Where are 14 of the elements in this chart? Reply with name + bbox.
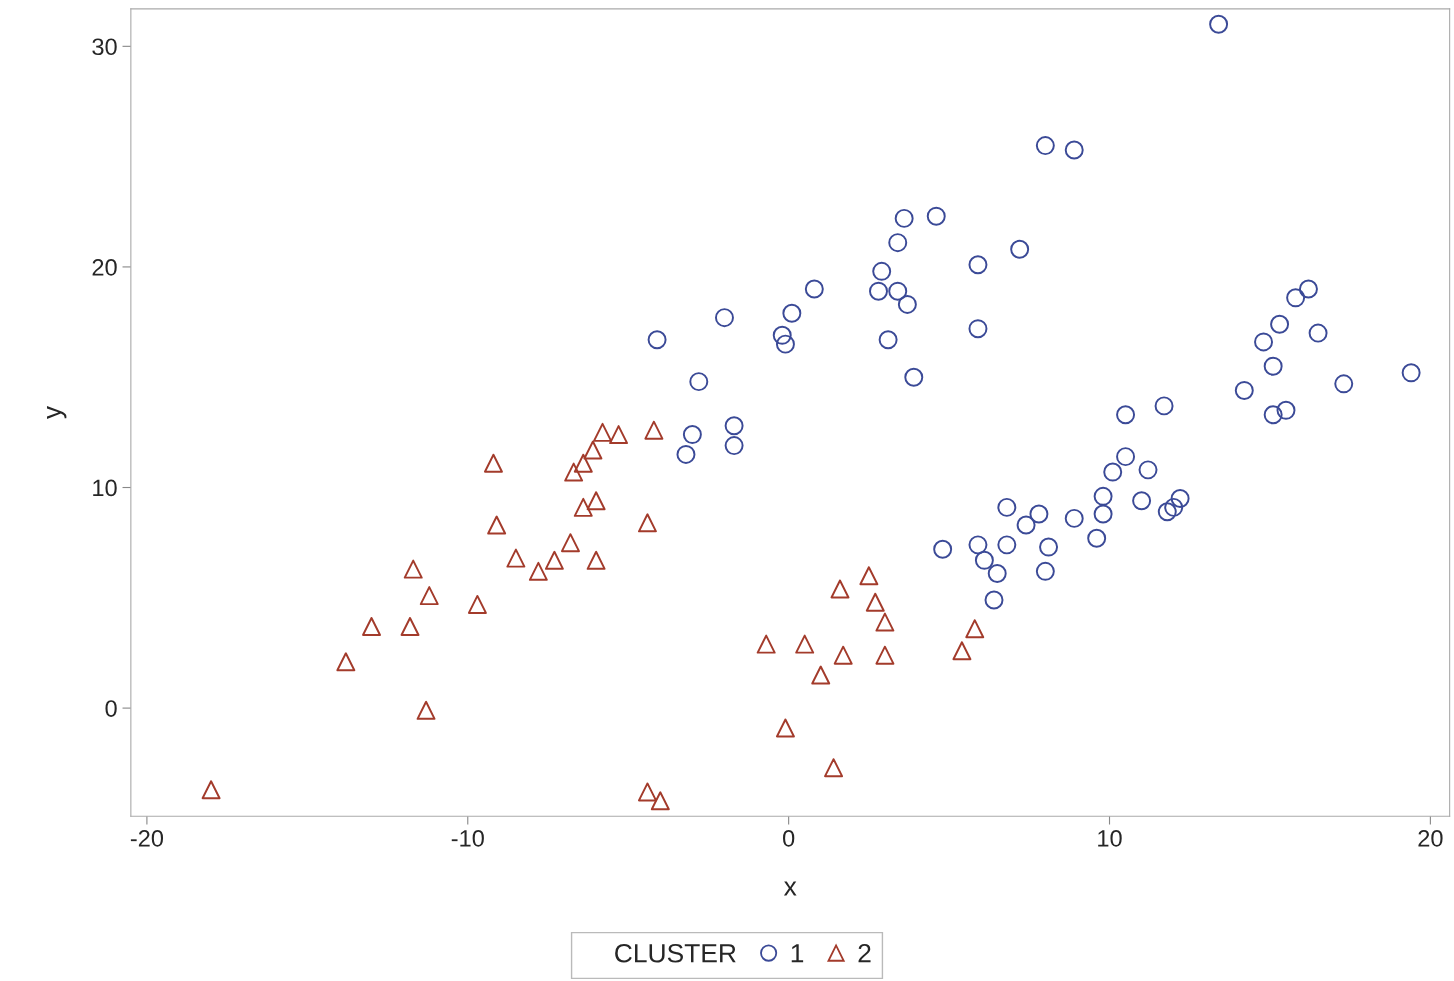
- y-tick-label: 0: [105, 700, 117, 717]
- x-tick-label: 20: [1418, 830, 1443, 847]
- x-axis-title: x: [783, 881, 797, 896]
- y-axis-title: y: [46, 405, 67, 420]
- legend-label: 1: [791, 944, 804, 963]
- legend-title: CLUSTER: [615, 943, 736, 963]
- y-tick-label: 20: [92, 258, 117, 276]
- x-tick-label: 0: [783, 830, 795, 847]
- x-tick-label: -20: [130, 830, 164, 847]
- x-tick-label: 10: [1098, 830, 1122, 847]
- y-tick-label: 30: [92, 38, 117, 56]
- legend-label: 2: [858, 943, 871, 963]
- x-tick-label: -10: [451, 830, 484, 847]
- y-tick-label: 10: [93, 479, 117, 497]
